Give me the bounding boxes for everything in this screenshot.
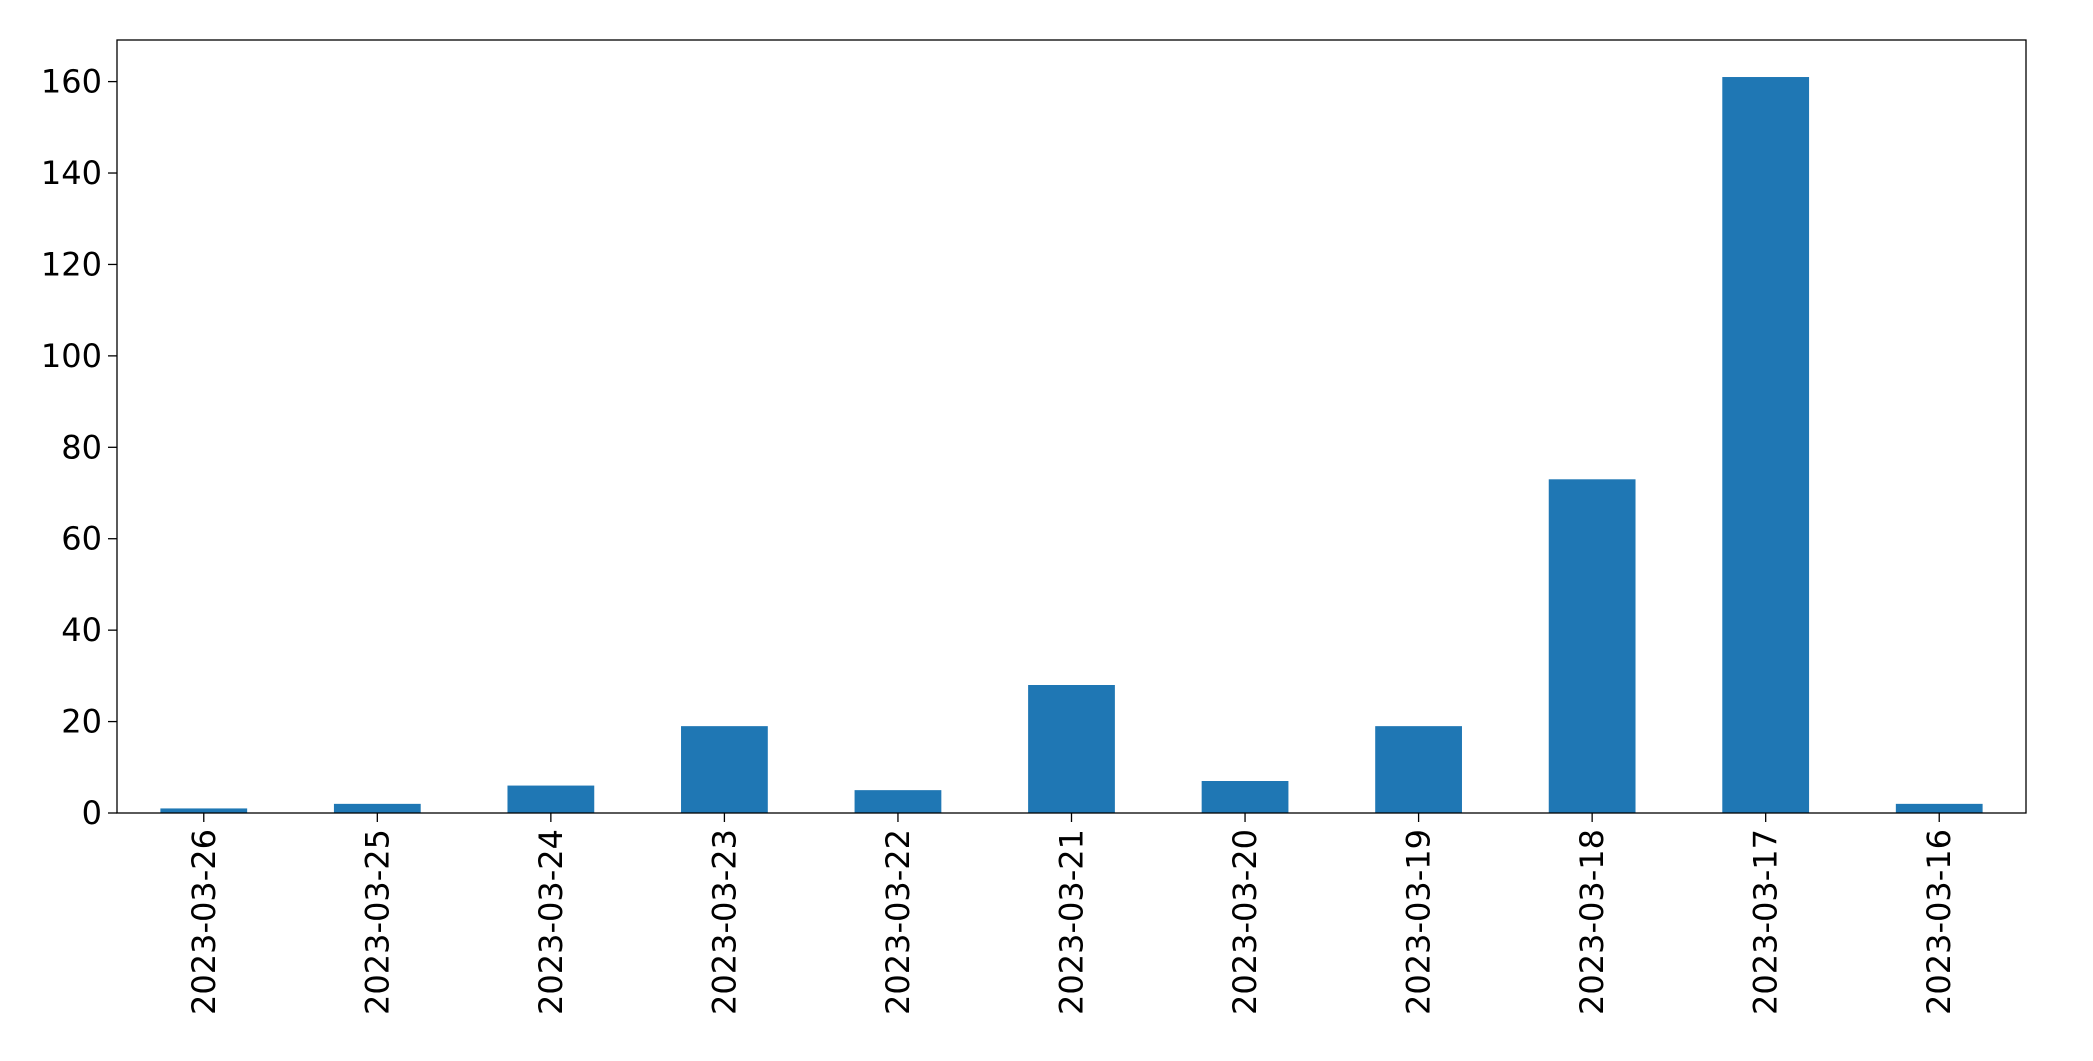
x-tick-label: 2023-03-17: [1747, 829, 1785, 1015]
y-tick-label: 20: [61, 703, 102, 741]
y-tick-label: 140: [41, 154, 102, 192]
x-tick-label: 2023-03-22: [879, 829, 917, 1015]
x-tick-label: 2023-03-24: [532, 829, 570, 1015]
x-tick-label: 2023-03-18: [1573, 829, 1611, 1015]
bar: [681, 726, 768, 813]
bar: [1375, 726, 1462, 813]
x-tick-label: 2023-03-26: [185, 829, 223, 1015]
y-tick-label: 120: [41, 245, 102, 283]
bar: [1201, 781, 1289, 813]
bar: [1722, 77, 1810, 813]
x-tick-label: 2023-03-25: [358, 829, 396, 1015]
bar: [1548, 479, 1636, 813]
x-tick-label: 2023-03-20: [1226, 829, 1264, 1015]
y-tick-label: 0: [82, 794, 102, 832]
y-tick-label: 40: [61, 611, 102, 649]
x-tick-label: 2023-03-19: [1400, 829, 1438, 1015]
bar: [1028, 685, 1115, 813]
bar: [1895, 803, 1983, 813]
bar: [507, 785, 595, 813]
y-tick-label: 60: [61, 520, 102, 558]
bar: [160, 808, 248, 813]
x-tick-label: 2023-03-21: [1053, 829, 1091, 1015]
bar: [333, 803, 421, 813]
x-tick-label: 2023-03-16: [1920, 829, 1958, 1015]
y-tick-label: 100: [41, 337, 102, 375]
plot-frame: [116, 39, 2027, 814]
y-tick-label: 80: [61, 428, 102, 466]
bar: [854, 790, 942, 813]
y-tick-label: 160: [41, 63, 102, 101]
x-tick-label: 2023-03-23: [705, 829, 743, 1015]
